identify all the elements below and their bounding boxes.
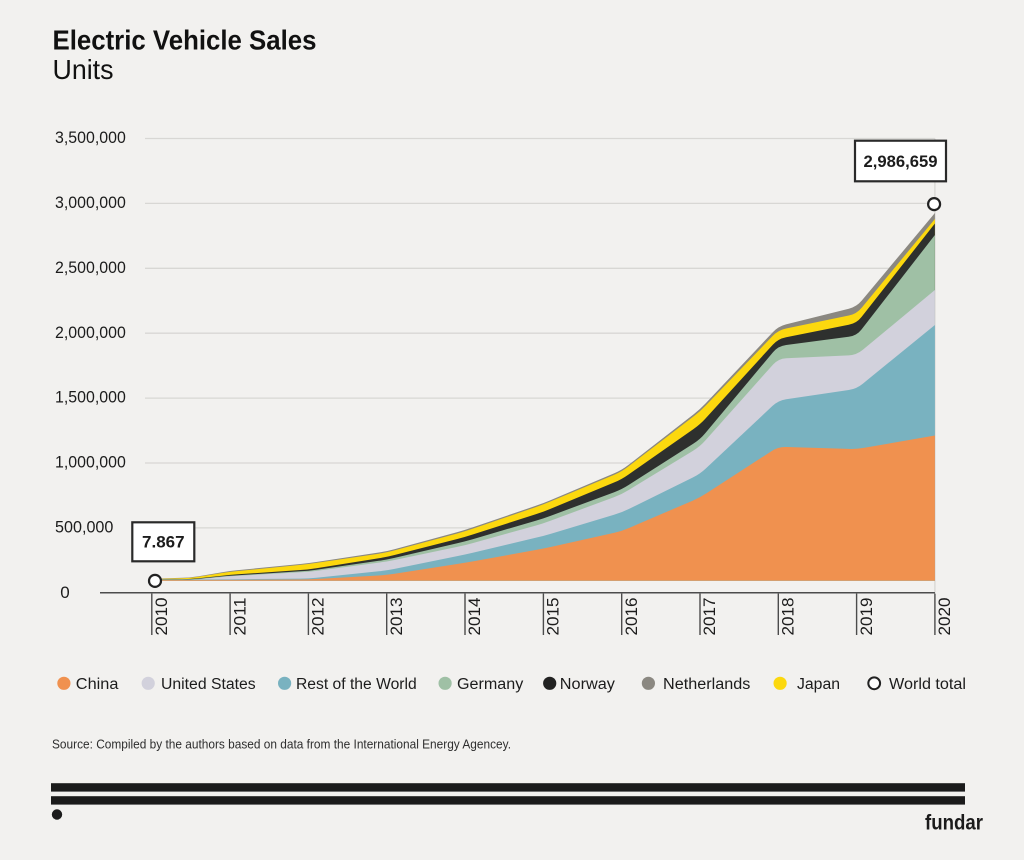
svg-text:3,500,000: 3,500,000 xyxy=(55,129,126,147)
svg-text:2012: 2012 xyxy=(309,598,328,636)
svg-text:2017: 2017 xyxy=(700,598,719,636)
svg-text:United States: United States xyxy=(161,676,256,693)
svg-text:500,000: 500,000 xyxy=(55,519,113,537)
svg-text:Source: Compiled by the author: Source: Compiled by the authors based on… xyxy=(52,738,511,752)
svg-text:2016: 2016 xyxy=(622,598,641,636)
svg-text:Units: Units xyxy=(53,54,114,85)
svg-text:2015: 2015 xyxy=(544,598,563,636)
svg-text:Germany: Germany xyxy=(457,676,524,693)
svg-text:2,986,659: 2,986,659 xyxy=(864,152,938,171)
svg-text:2011: 2011 xyxy=(230,598,249,636)
svg-text:Electric Vehicle Sales: Electric Vehicle Sales xyxy=(53,24,317,55)
svg-text:Norway: Norway xyxy=(560,676,615,693)
svg-text:2014: 2014 xyxy=(465,598,484,636)
svg-text:1,000,000: 1,000,000 xyxy=(55,454,126,472)
svg-text:2018: 2018 xyxy=(779,598,798,636)
svg-text:1,500,000: 1,500,000 xyxy=(55,389,126,407)
svg-text:Japan: Japan xyxy=(797,676,840,693)
svg-text:fundar: fundar xyxy=(925,812,983,835)
svg-text:0: 0 xyxy=(60,583,69,602)
svg-text:2020: 2020 xyxy=(935,598,954,636)
svg-text:China: China xyxy=(76,676,119,693)
svg-text:3,000,000: 3,000,000 xyxy=(55,194,126,212)
svg-text:Rest of the World: Rest of the World xyxy=(296,676,417,693)
svg-text:7.867: 7.867 xyxy=(142,533,185,552)
svg-text:World total: World total xyxy=(889,676,966,693)
svg-text:2013: 2013 xyxy=(387,598,406,636)
svg-text:2010: 2010 xyxy=(152,598,171,636)
svg-text:2,000,000: 2,000,000 xyxy=(55,324,126,342)
svg-text:Netherlands: Netherlands xyxy=(663,676,751,693)
svg-text:2019: 2019 xyxy=(857,598,876,636)
svg-text:2,500,000: 2,500,000 xyxy=(55,259,126,277)
